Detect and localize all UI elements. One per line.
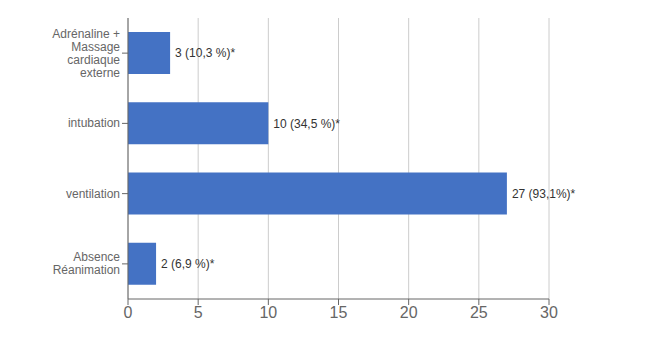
svg-text:intubation: intubation xyxy=(68,116,120,130)
svg-text:2 (6,9 %)*: 2 (6,9 %)* xyxy=(161,257,215,271)
svg-text:Adrénaline +Massagecardiaqueex: Adrénaline +Massagecardiaqueexterne xyxy=(52,27,120,80)
svg-text:10: 10 xyxy=(259,304,277,321)
svg-text:0: 0 xyxy=(124,304,133,321)
svg-text:AbsenceRéanimation: AbsenceRéanimation xyxy=(53,250,121,277)
svg-text:15: 15 xyxy=(330,304,348,321)
svg-text:30: 30 xyxy=(540,304,558,321)
svg-text:10 (34,5 %)*: 10 (34,5 %)* xyxy=(273,117,340,131)
svg-text:20: 20 xyxy=(400,304,418,321)
svg-text:5: 5 xyxy=(194,304,203,321)
svg-text:3 (10,3 %)*: 3 (10,3 %)* xyxy=(175,46,235,60)
svg-text:25: 25 xyxy=(470,304,488,321)
svg-text:27 (93,1%)*: 27 (93,1%)* xyxy=(512,187,576,201)
svg-text:ventilation: ventilation xyxy=(66,187,120,201)
